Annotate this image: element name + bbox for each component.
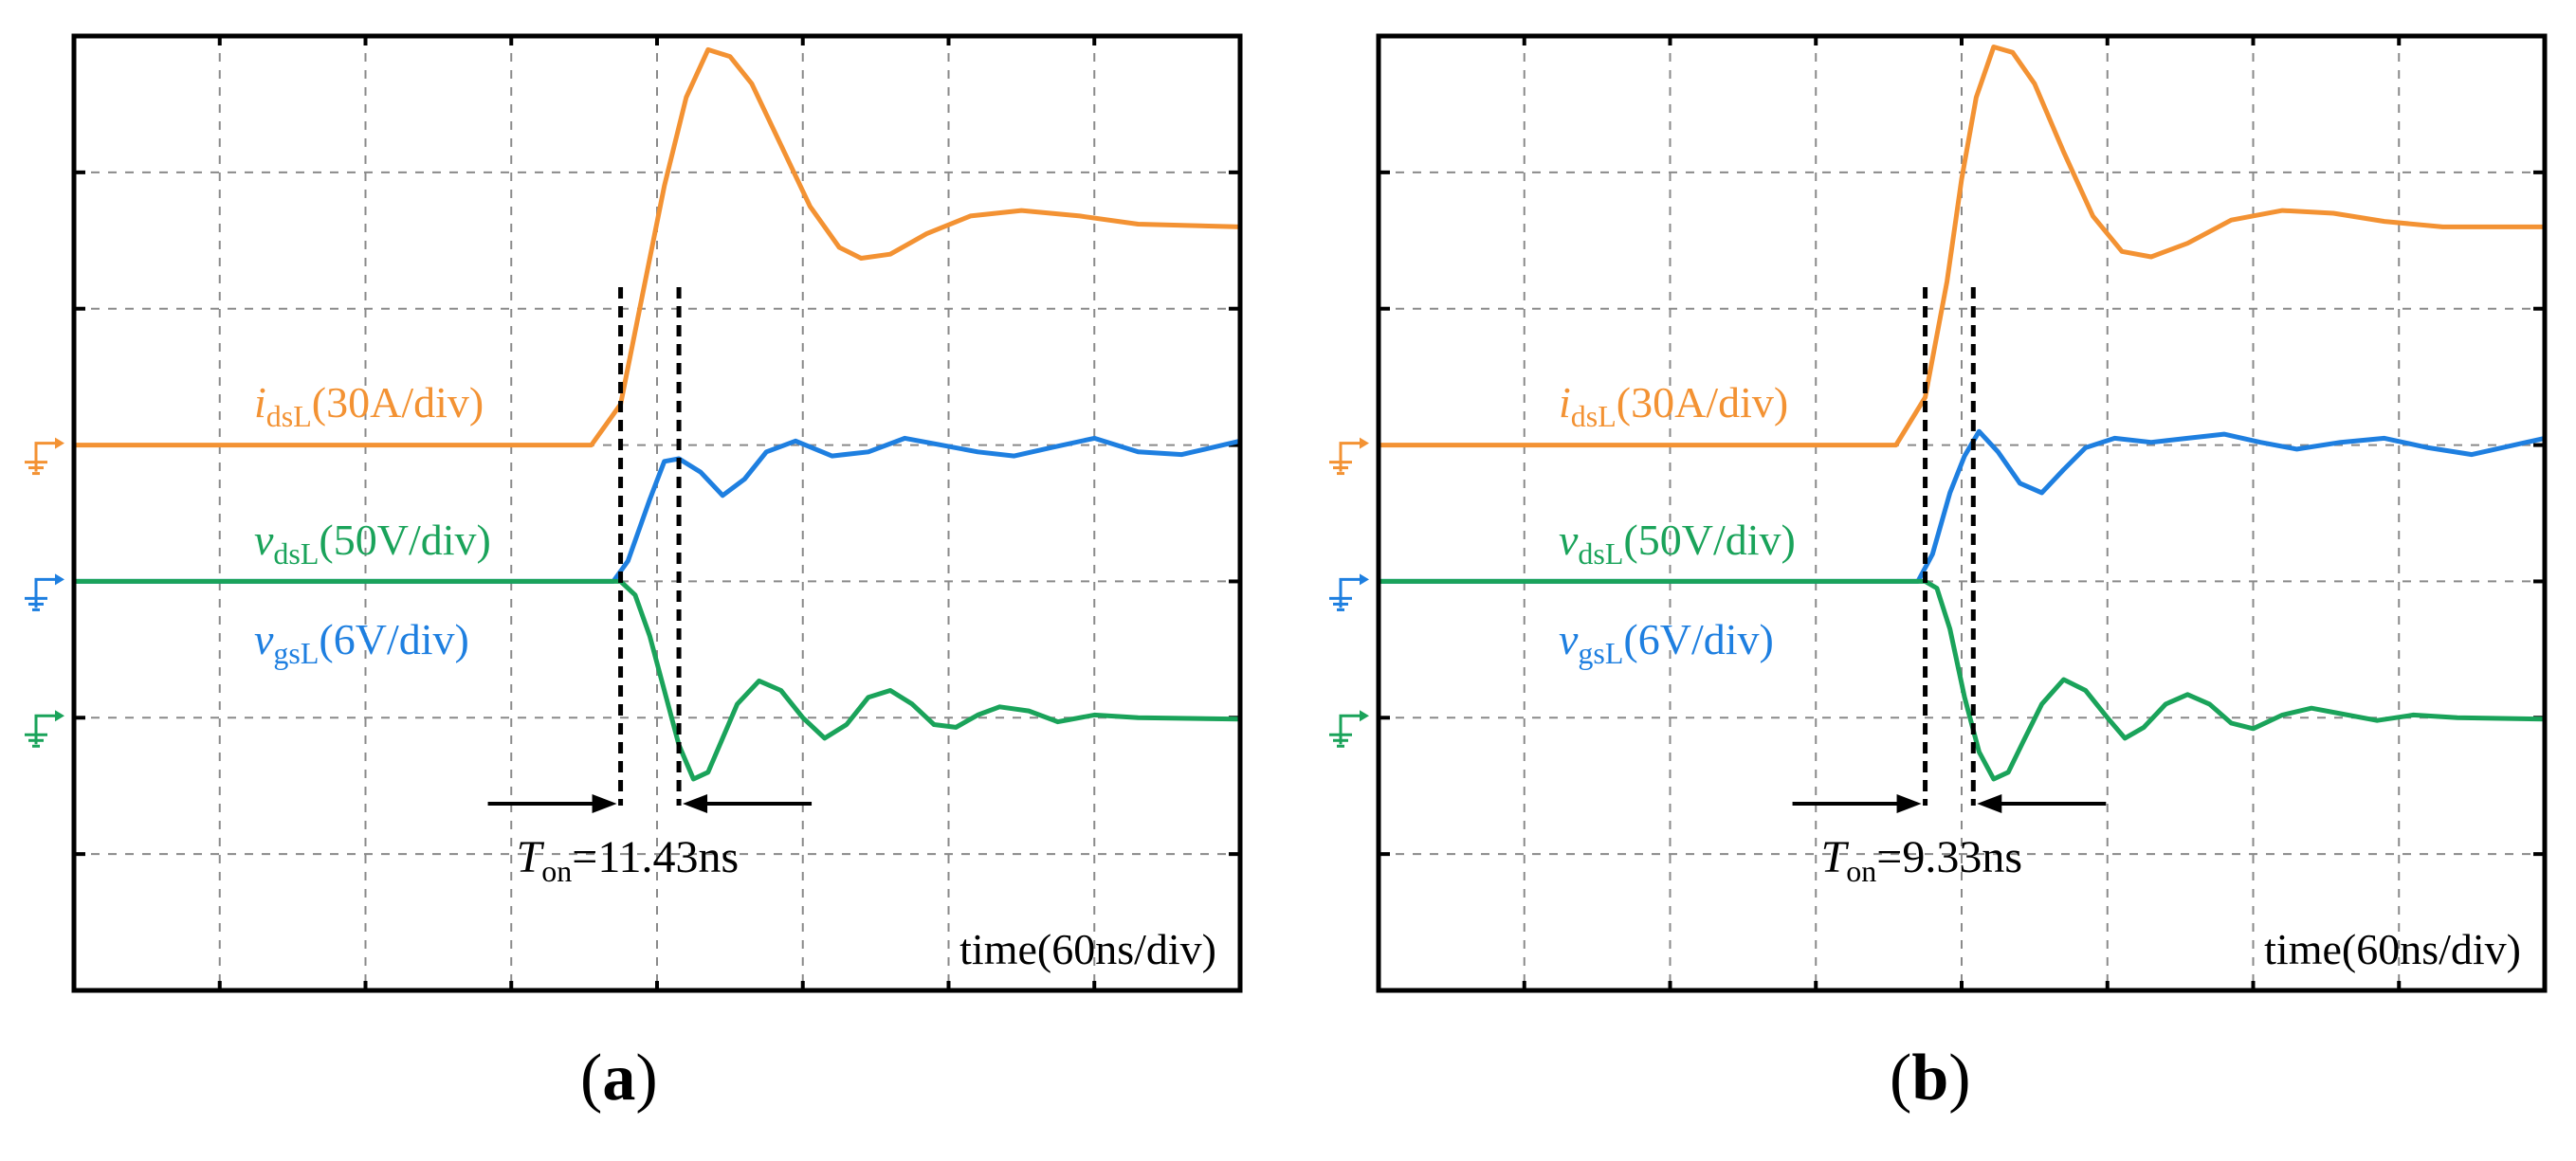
label-v-dsl: vdsL(50V/div) <box>1559 516 1796 571</box>
trace-v-gsl <box>1376 428 2548 584</box>
panel-b: idsL(30A/div)vgsL(6V/div)vdsL(50V/div)To… <box>1329 33 2548 993</box>
caption-a-letter: a <box>602 1042 636 1115</box>
ground-marker-arrow <box>1360 573 1369 586</box>
ton-symbol: T <box>1821 832 1850 882</box>
label-main: i <box>254 378 266 426</box>
label-scale: (6V/div) <box>319 615 468 663</box>
caption-b: (b) <box>1890 1042 1971 1115</box>
trace-v-dsl <box>71 578 1243 782</box>
label-scale: (6V/div) <box>1623 615 1773 663</box>
label-scale: (50V/div) <box>319 516 490 564</box>
ton-label: Ton=9.33ns <box>1821 832 2022 888</box>
label-v-gsl: vgsL(6V/div) <box>254 615 469 670</box>
label-i-dsl: idsL(30A/div) <box>1559 378 1788 433</box>
label-sub: gsL <box>273 636 319 670</box>
label-sub: dsL <box>1571 399 1617 433</box>
caption-b-letter: b <box>1911 1042 1949 1115</box>
ground-marker-v-gsl <box>25 573 64 611</box>
label-sub: dsL <box>1578 536 1623 571</box>
label-scale: (50V/div) <box>1623 516 1795 564</box>
label-main: v <box>1559 615 1579 663</box>
label-v-dsl: vdsL(50V/div) <box>254 516 491 571</box>
ton-symbol: T <box>517 832 545 882</box>
label-sub: dsL <box>266 399 312 433</box>
ground-marker-arrow <box>1360 710 1369 722</box>
ground-marker-arrow <box>1360 437 1369 449</box>
ton-sub: on <box>1846 854 1876 888</box>
label-main: v <box>254 615 274 663</box>
scope-frame <box>71 33 1243 993</box>
ton-arrow-right-head <box>683 794 708 813</box>
label-main: v <box>1559 516 1579 564</box>
ground-marker-arrow <box>55 437 64 449</box>
label-sub: gsL <box>1578 636 1623 670</box>
label-v-gsl: vgsL(6V/div) <box>1559 615 1774 670</box>
ground-marker-v-gsl <box>1329 573 1369 611</box>
ground-marker-v-dsl <box>25 710 64 748</box>
ton-value: =11.43ns <box>572 832 739 882</box>
panel-a: idsL(30A/div)vgsL(6V/div)vdsL(50V/div)To… <box>25 33 1243 993</box>
ground-marker-i-dsl <box>1329 437 1369 476</box>
ground-marker-i-dsl <box>25 437 64 476</box>
label-main: i <box>1559 378 1571 426</box>
caption-a: (a) <box>580 1042 658 1115</box>
ton-arrow-right-head <box>1977 794 2002 813</box>
time-scale-label: time(60ns/div) <box>959 925 1216 973</box>
scope-frame <box>1376 33 2548 993</box>
label-scale: (30A/div) <box>312 378 484 426</box>
ton-arrow-left-head <box>592 794 617 813</box>
label-scale: (30A/div) <box>1617 378 1788 426</box>
ground-marker-v-dsl <box>1329 710 1369 748</box>
label-main: v <box>254 516 274 564</box>
trace-v-dsl <box>1376 578 2548 782</box>
ton-sub: on <box>541 854 572 888</box>
trace-v-gsl <box>71 435 1243 584</box>
label-sub: dsL <box>273 536 319 571</box>
trace-i-dsl <box>1376 45 2548 448</box>
ton-arrow-left-head <box>1896 794 1922 813</box>
label-i-dsl: idsL(30A/div) <box>254 378 484 433</box>
ground-marker-arrow <box>55 710 64 722</box>
time-scale-label: time(60ns/div) <box>2264 925 2521 973</box>
ground-marker-arrow <box>55 573 64 586</box>
trace-i-dsl <box>71 46 1243 448</box>
ton-label: Ton=11.43ns <box>517 832 740 888</box>
ton-value: =9.33ns <box>1876 832 2022 882</box>
